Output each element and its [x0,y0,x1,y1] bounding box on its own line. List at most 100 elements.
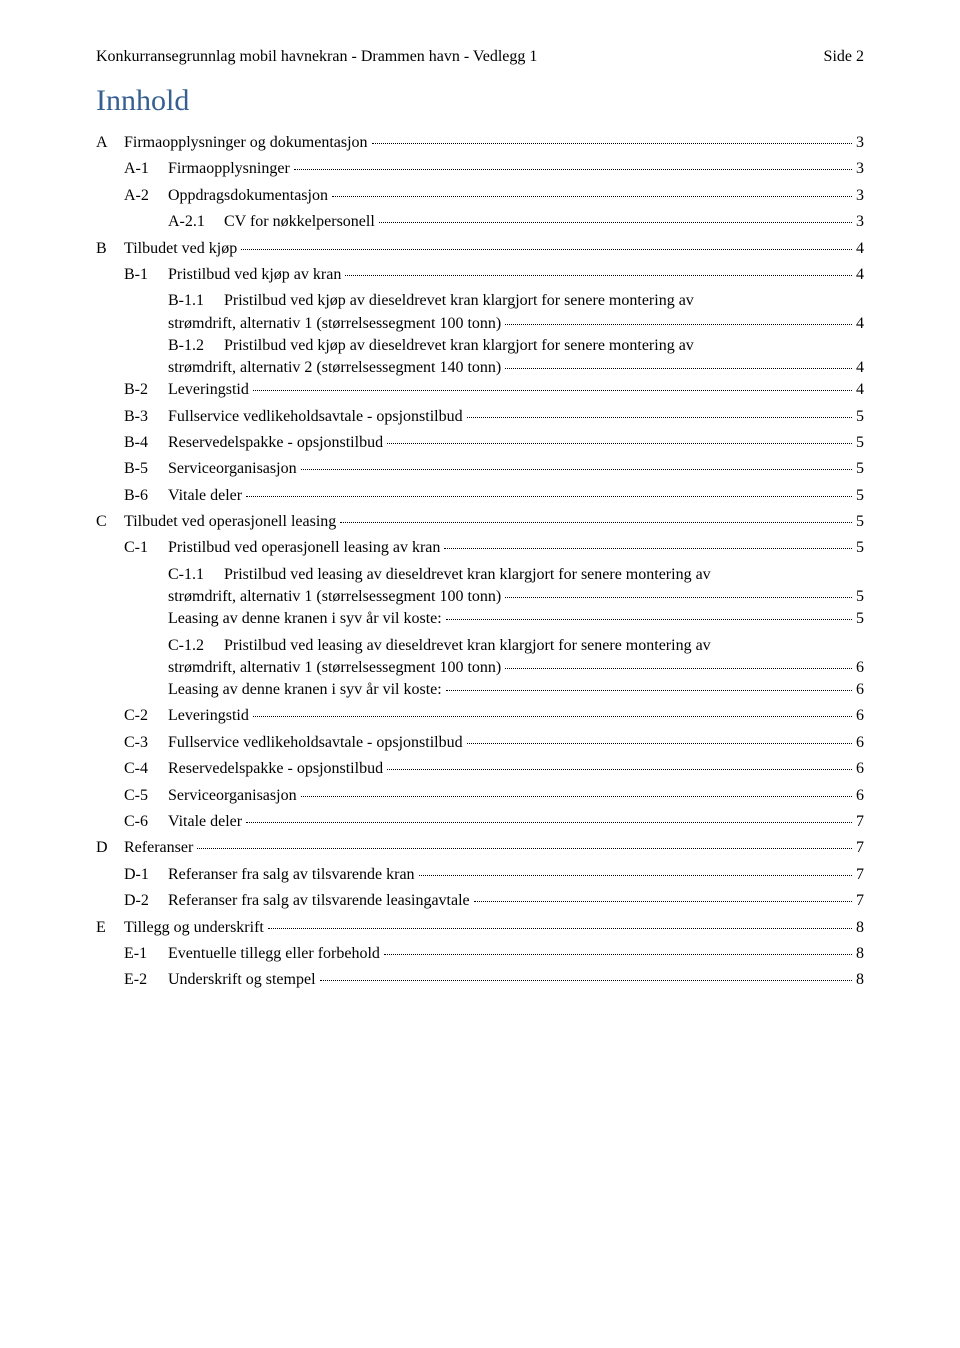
toc-entry-label: A-1 [124,156,168,182]
toc-entry-text: Fullservice vedlikeholdsavtale - opsjons… [168,404,463,430]
toc-entry: B-6Vitale deler 5 [124,483,864,509]
toc-entry: B-1.1Pristilbud ved kjøp av dieseldrevet… [96,288,864,332]
toc-leader [446,690,852,691]
toc-entry-text: Serviceorganisasjon [168,456,297,482]
toc-entry-page: 5 [856,588,864,606]
toc-entry-label: C-2 [124,703,168,729]
toc-entry-label: B-1.2 [168,333,224,359]
toc-entry-page: 5 [856,509,864,535]
toc-entry-text: Referanser fra salg av tilsvarende kran [168,862,415,888]
toc-leader [387,443,852,444]
toc-entry-page: 6 [856,677,864,703]
toc-entry: DReferanser 7 [96,835,864,861]
toc-entry-label: B [96,236,124,262]
toc-entry-page: 4 [856,377,864,403]
toc-entry-text: Leveringstid [168,703,249,729]
toc-leader [379,222,852,223]
toc-entry-text: Reservedelspakke - opsjonstilbud [168,430,383,456]
toc-entry-text: Reservedelspakke - opsjonstilbud [168,756,383,782]
toc-entry: B-2Leveringstid 4 [124,377,864,403]
table-of-contents: AFirmaopplysninger og dokumentasjon 3A-1… [96,130,864,994]
toc-entry: C-5Serviceorganisasjon 6 [124,783,864,809]
toc-entry-text: Leasing av denne kranen i syv år vil kos… [168,677,442,703]
toc-entry-label: D-1 [124,862,168,888]
toc-entry-page: 5 [856,606,864,632]
toc-entry-label: B-6 [124,483,168,509]
toc-entry: C-6Vitale deler 7 [124,809,864,835]
toc-leader [505,668,852,669]
toc-title: Innhold [96,84,864,118]
toc-entry-text: Leveringstid [168,377,249,403]
toc-entry-label: C-1 [124,535,168,561]
toc-entry: A-2.1CV for nøkkelpersonell 3 [168,209,864,235]
toc-entry-label: A-2.1 [168,209,224,235]
toc-entry-page: 7 [856,862,864,888]
toc-entry-page: 5 [856,456,864,482]
toc-entry-page: 7 [856,809,864,835]
toc-leader [332,196,852,197]
toc-entry-text: strømdrift, alternativ 1 (størrelsessegm… [168,659,501,677]
toc-entry-text: Vitale deler [168,809,242,835]
toc-entry-text: Oppdragsdokumentasjon [168,183,328,209]
toc-entry: C-2Leveringstid 6 [124,703,864,729]
toc-entry-page: 3 [856,156,864,182]
toc-entry-text: Pristilbud ved kjøp av dieseldrevet kran… [224,333,694,359]
toc-leader [253,716,852,717]
toc-entry-page: 4 [856,262,864,288]
toc-entry: B-1Pristilbud ved kjøp av kran 4 [124,262,864,288]
toc-entry-page: 3 [856,209,864,235]
toc-leader [444,548,852,549]
toc-entry-text: Eventuelle tillegg eller forbehold [168,941,380,967]
toc-entry-page: 3 [856,183,864,209]
toc-entry: B-4Reservedelspakke - opsjonstilbud 5 [124,430,864,456]
toc-entry-label: C-6 [124,809,168,835]
toc-leader [387,769,852,770]
toc-leader [505,324,852,325]
toc-entry-page: 7 [856,888,864,914]
toc-entry-text: CV for nøkkelpersonell [224,209,375,235]
header-left: Konkurransegrunnlag mobil havnekran - Dr… [96,48,537,66]
toc-entry-label: C-1.2 [168,633,224,659]
toc-entry-text: Tillegg og underskrift [124,915,264,941]
toc-entry: C-1.1Pristilbud ved leasing av dieseldre… [96,562,864,606]
toc-leader [372,143,852,144]
toc-leader [345,275,852,276]
toc-entry-text: Pristilbud ved kjøp av dieseldrevet kran… [224,288,694,314]
toc-entry: B-1.2Pristilbud ved kjøp av dieseldrevet… [96,333,864,377]
toc-leader [320,980,852,981]
toc-entry-page: 4 [856,359,864,377]
toc-entry-label: C-5 [124,783,168,809]
toc-entry: D-2Referanser fra salg av tilsvarende le… [124,888,864,914]
toc-entry-text: Pristilbud ved leasing av dieseldrevet k… [224,562,711,588]
toc-leader [474,901,852,902]
header-right: Side 2 [824,48,864,66]
toc-entry: C-1.2Pristilbud ved leasing av dieseldre… [96,633,864,677]
toc-entry: B-3Fullservice vedlikeholdsavtale - opsj… [124,404,864,430]
toc-entry: CTilbudet ved operasjonell leasing 5 [96,509,864,535]
toc-entry-text: strømdrift, alternativ 1 (størrelsessegm… [168,588,501,606]
toc-entry-page: 6 [856,730,864,756]
toc-entry-text: Fullservice vedlikeholdsavtale - opsjons… [168,730,463,756]
toc-entry-label: A [96,130,124,156]
toc-entry: ETillegg og underskrift 8 [96,915,864,941]
toc-entry-text: Pristilbud ved leasing av dieseldrevet k… [224,633,711,659]
toc-leader [446,619,852,620]
toc-entry-text: strømdrift, alternativ 1 (størrelsessegm… [168,315,501,333]
toc-entry-label: E-2 [124,967,168,993]
toc-entry-text: Serviceorganisasjon [168,783,297,809]
toc-entry: Leasing av denne kranen i syv år vil kos… [168,677,864,703]
toc-entry-page: 8 [856,915,864,941]
toc-entry-label: B-4 [124,430,168,456]
page-header: Konkurransegrunnlag mobil havnekran - Dr… [96,48,864,66]
toc-entry-text: strømdrift, alternativ 2 (størrelsessegm… [168,359,501,377]
toc-entry-text: Leasing av denne kranen i syv år vil kos… [168,606,442,632]
toc-entry-page: 5 [856,535,864,561]
toc-entry-text: Pristilbud ved kjøp av kran [168,262,341,288]
toc-entry-page: 6 [856,756,864,782]
toc-entry: BTilbudet ved kjøp 4 [96,236,864,262]
toc-entry-page: 5 [856,430,864,456]
toc-entry: D-1Referanser fra salg av tilsvarende kr… [124,862,864,888]
toc-entry-label: C-3 [124,730,168,756]
toc-leader [340,522,852,523]
toc-entry-label: B-2 [124,377,168,403]
